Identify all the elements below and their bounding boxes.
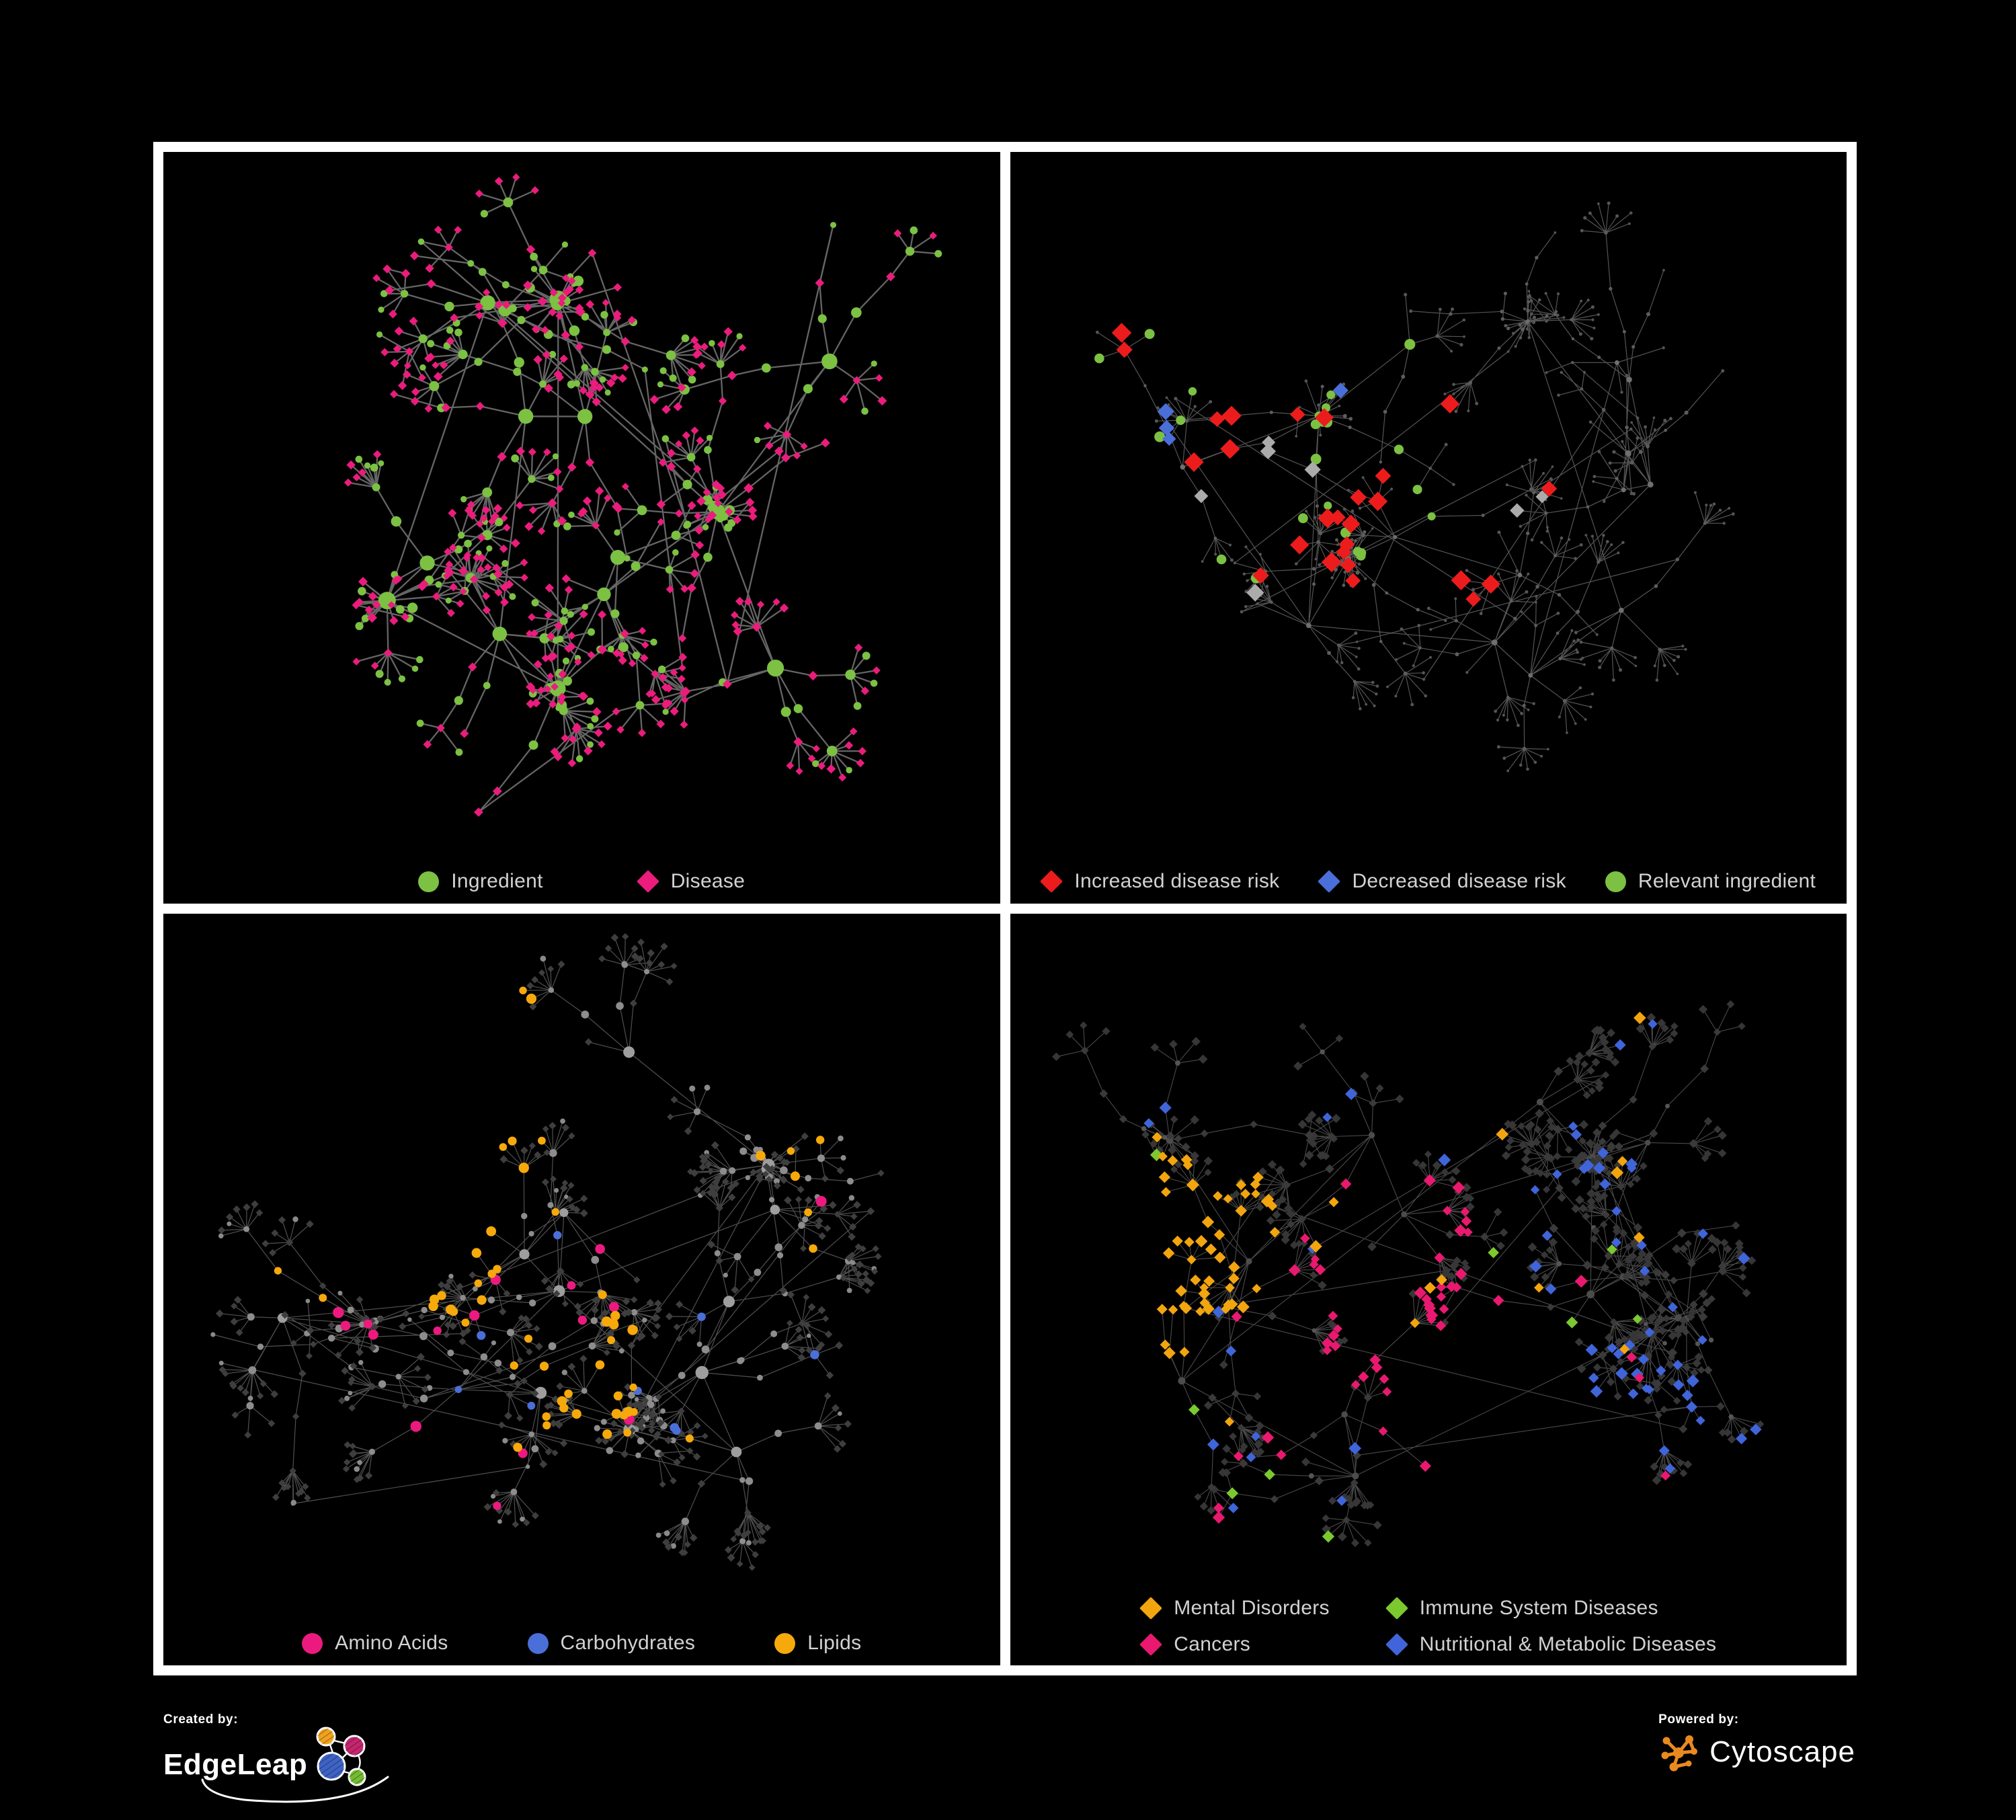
legend-item-disease: Disease: [636, 870, 745, 893]
legend-label: Ingredient: [451, 870, 543, 892]
created-by-block: Created by: EdgeLeap: [163, 1712, 416, 1803]
created-by-label: Created by:: [163, 1712, 239, 1727]
network-nutrient-groups: [210, 933, 885, 1571]
disease-diamond-icon: [636, 870, 659, 893]
legend-label: Amino Acids: [335, 1632, 448, 1654]
legend-label: Lipids: [807, 1632, 862, 1654]
legend-label: Increased disease risk: [1074, 870, 1280, 892]
immune-diseases-diamond-icon: [1385, 1597, 1408, 1620]
legend-item-cancers: Cancers: [1139, 1633, 1330, 1656]
legend-disease-categories: Mental Disorders Immune System Diseases …: [1010, 1597, 1847, 1656]
legend-ingredient-disease: Ingredient Disease: [163, 870, 1000, 893]
legend-label: Mental Disorders: [1174, 1597, 1330, 1619]
edgeleap-logo: [201, 1727, 389, 1803]
legend-item-mental-disorders: Mental Disorders: [1139, 1597, 1330, 1620]
lipids-circle-icon: [774, 1632, 796, 1654]
legend-label: Decreased disease risk: [1352, 870, 1566, 892]
legend-label: Carbohydrates: [560, 1632, 696, 1654]
cytoscape-wordmark: Cytoscape: [1709, 1735, 1855, 1768]
network-disease-risk: [1094, 201, 1735, 773]
legend-item-increased-risk: Increased disease risk: [1040, 870, 1280, 893]
legend-label: Cancers: [1174, 1633, 1251, 1655]
powered-by-label: Powered by:: [1658, 1712, 1739, 1727]
network-ingredient-disease: [344, 173, 942, 817]
legend-item-nutritional-metabolic-diseases: Nutritional & Metabolic Diseases: [1385, 1633, 1717, 1656]
panel-disease-risk: Increased disease risk Decreased disease…: [1010, 152, 1847, 904]
legend-item-lipids: Lipids: [774, 1632, 861, 1655]
nutritional-metabolic-diamond-icon: [1385, 1633, 1408, 1656]
carbohydrates-circle-icon: [527, 1632, 549, 1654]
panel-ingredient-disease: Ingredient Disease: [163, 152, 1000, 904]
legend-label: Disease: [670, 870, 745, 892]
legend-item-decreased-risk: Decreased disease risk: [1318, 870, 1566, 893]
cytoscape-icon: [1661, 1735, 1698, 1772]
increased-risk-diamond-icon: [1040, 870, 1063, 893]
edgeleap-swoosh: [201, 1776, 389, 1803]
legend-item-immune-system-diseases: Immune System Diseases: [1385, 1597, 1716, 1620]
edgeleap-brand-row: EdgeLeap: [163, 1727, 416, 1803]
mental-disorders-diamond-icon: [1139, 1597, 1163, 1620]
ingredient-circle-icon: [418, 871, 440, 892]
panel-disease-categories: Mental Disorders Immune System Diseases …: [1010, 914, 1847, 1665]
panel-nutrient-groups: Amino Acids Carbohydrates Lipids: [163, 914, 1000, 1665]
amino-acids-circle-icon: [302, 1632, 323, 1654]
panel-grid: Ingredient Disease Increased disease ris…: [153, 142, 1857, 1675]
legend-item-relevant-ingredient: Relevant ingredient: [1605, 870, 1816, 893]
relevant-ingredient-circle-icon: [1605, 871, 1626, 892]
cancers-diamond-icon: [1139, 1633, 1163, 1656]
legend-item-amino-acids: Amino Acids: [302, 1632, 448, 1655]
edgeleap-wordmark: EdgeLeap: [163, 1748, 308, 1781]
decreased-risk-diamond-icon: [1318, 870, 1341, 893]
powered-by-block: Powered by:: [1658, 1712, 1855, 1773]
legend-item-carbohydrates: Carbohydrates: [527, 1632, 696, 1655]
legend-label: Relevant ingredient: [1638, 870, 1816, 892]
legend-nutrient-groups: Amino Acids Carbohydrates Lipids: [163, 1632, 1000, 1655]
legend-item-ingredient: Ingredient: [418, 870, 542, 893]
legend-disease-risk: Increased disease risk Decreased disease…: [1010, 870, 1847, 893]
legend-label: Immune System Diseases: [1419, 1597, 1658, 1619]
cytoscape-brand-row: Cytoscape: [1658, 1731, 1855, 1773]
edgeleap-nodes: [316, 1727, 366, 1786]
legend-label: Nutritional & Metabolic Diseases: [1419, 1633, 1717, 1655]
network-disease-categories: [1051, 1000, 1764, 1548]
